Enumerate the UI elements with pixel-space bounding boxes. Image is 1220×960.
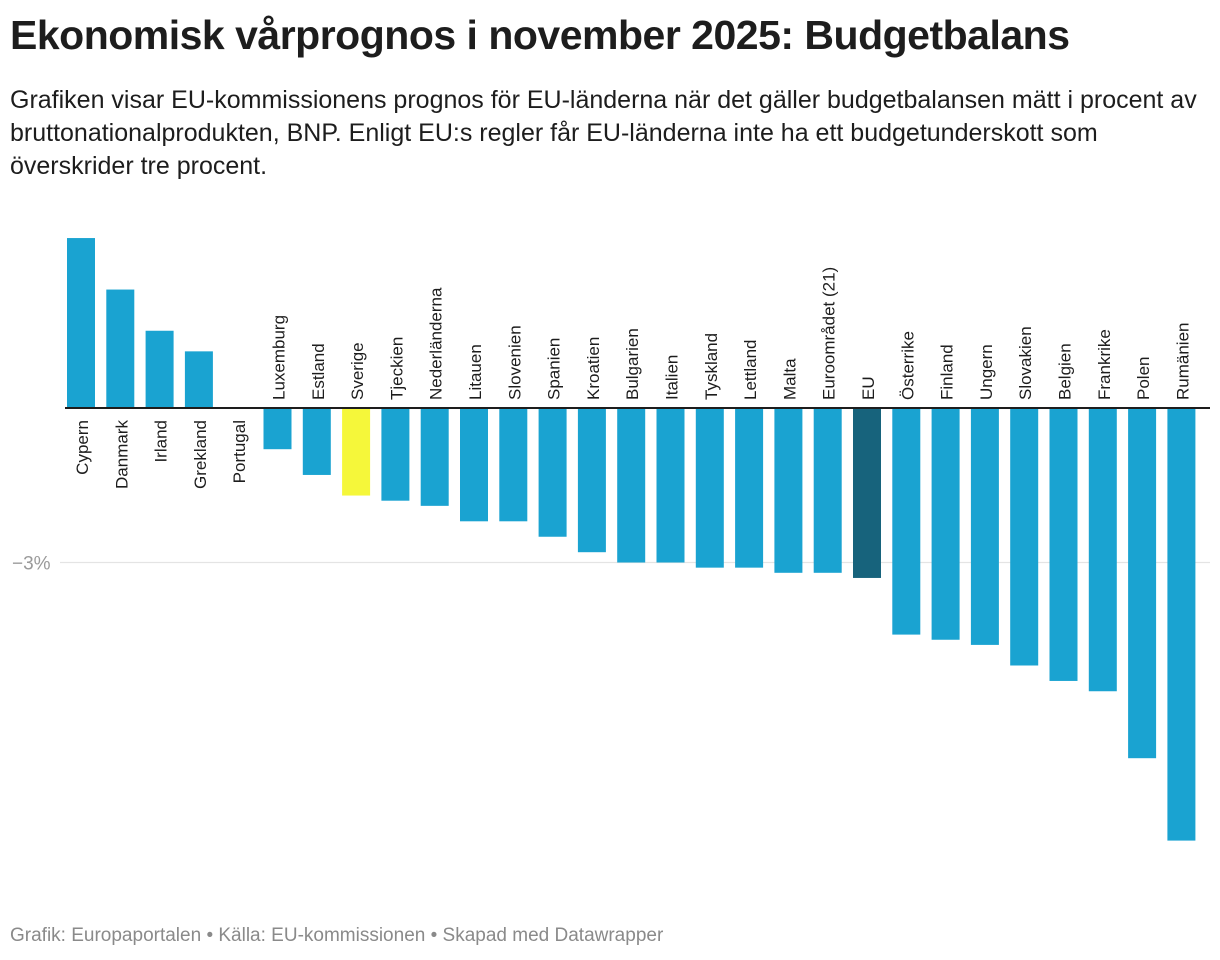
bar <box>342 408 371 496</box>
bar <box>1088 408 1117 692</box>
chart-subtitle: Grafiken visar EU-kommissionens prognos … <box>10 86 1197 180</box>
category-label: Euroområdet (21) <box>820 267 839 400</box>
bar <box>970 408 999 645</box>
category-label: Tyskland <box>702 333 721 400</box>
bar <box>774 408 803 573</box>
bar <box>1049 408 1078 681</box>
chart-footer: Grafik: Europaportalen • Källa: EU-kommi… <box>10 925 664 946</box>
category-label: Polen <box>1134 357 1153 400</box>
bar <box>67 238 95 408</box>
category-label: Bulgarien <box>623 328 642 400</box>
category-label: Belgien <box>1056 343 1075 400</box>
category-label: Litauen <box>466 344 485 400</box>
bar <box>892 408 921 635</box>
category-label: Lettland <box>741 340 760 401</box>
bar <box>1167 408 1196 841</box>
category-label: Ungern <box>977 344 996 400</box>
bar <box>381 408 410 501</box>
category-label: Grekland <box>191 420 210 489</box>
bar <box>302 408 331 475</box>
category-label: Portugal <box>230 420 249 483</box>
category-label: Danmark <box>112 420 131 489</box>
bar <box>145 330 174 408</box>
category-label: EU <box>859 376 878 400</box>
category-label: Finland <box>938 344 957 400</box>
bar-chart: −3% Cypern Danmark Irland Grekland Portugal Lu… <box>12 238 1210 841</box>
bar <box>853 408 881 578</box>
bar <box>184 351 213 408</box>
bar <box>656 408 685 563</box>
y-tick-label: −3% <box>12 554 51 575</box>
bar <box>1128 408 1157 759</box>
bar <box>813 408 842 573</box>
category-label: Spanien <box>545 338 564 400</box>
category-label: Slovakien <box>1016 326 1035 400</box>
bar <box>263 408 292 450</box>
bar <box>735 408 764 568</box>
category-label: Sverige <box>348 342 367 400</box>
category-label: Luxemburg <box>270 315 289 400</box>
bar <box>1010 408 1039 666</box>
category-label: Kroatien <box>584 337 603 400</box>
chart-title: Ekonomisk vårprognos i november 2025: Bu… <box>10 12 1070 58</box>
category-label: Malta <box>780 358 799 400</box>
category-label: Irland <box>152 420 171 463</box>
bar <box>538 408 567 537</box>
category-label: Slovenien <box>505 325 524 400</box>
category-label: Italien <box>663 355 682 400</box>
bar <box>499 408 528 522</box>
category-label: Nederländerna <box>427 287 446 400</box>
bar <box>695 408 724 568</box>
category-label: Tjeckien <box>387 337 406 400</box>
bar <box>106 289 135 408</box>
category-label: Cypern <box>73 420 92 475</box>
bar <box>460 408 488 522</box>
bar <box>577 408 606 553</box>
category-label: Österrike <box>898 331 917 400</box>
bar <box>617 408 646 563</box>
category-label: Estland <box>309 343 328 400</box>
bar <box>931 408 960 640</box>
category-label: Rumänien <box>1173 323 1192 401</box>
category-label: Frankrike <box>1095 329 1114 400</box>
bar <box>420 408 449 506</box>
